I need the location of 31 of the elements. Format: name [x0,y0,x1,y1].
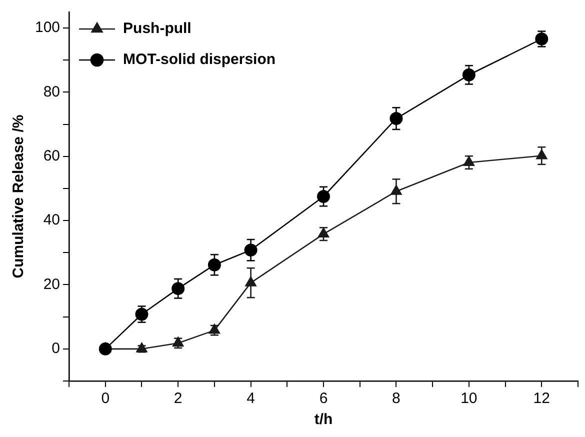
point [463,156,475,166]
point [136,342,148,352]
point [462,68,476,82]
y-tick-label: 100 [34,19,60,36]
point [318,228,330,238]
point [245,276,256,286]
x-tick-label: 4 [246,390,255,408]
x-axis-title: t/h [314,411,333,428]
y-tick-label: 20 [43,276,60,293]
point [244,244,258,257]
point [390,184,402,195]
x-tick-label: 6 [319,390,328,408]
y-tick-label: 60 [43,148,60,165]
point [135,308,148,321]
point [536,149,548,160]
x-tick-label: 8 [392,390,400,408]
x-tick-label: 10 [460,390,478,408]
point [98,342,112,356]
y-axis-title: Cumulative Release /% [10,114,28,278]
y-tick-label: 80 [43,83,60,100]
x-tick-label: 12 [533,390,550,408]
y-tick-label: 40 [43,212,60,229]
point [172,282,185,296]
point [317,190,330,203]
x-tick-label: 0 [101,390,110,408]
y-tick-label: 0 [52,340,60,358]
point [208,258,221,272]
legend-label: Push-pull [123,20,192,38]
x-tick-label: 2 [174,390,182,408]
legend-label: MOT-solid dispersion [123,51,276,68]
point [390,112,403,126]
